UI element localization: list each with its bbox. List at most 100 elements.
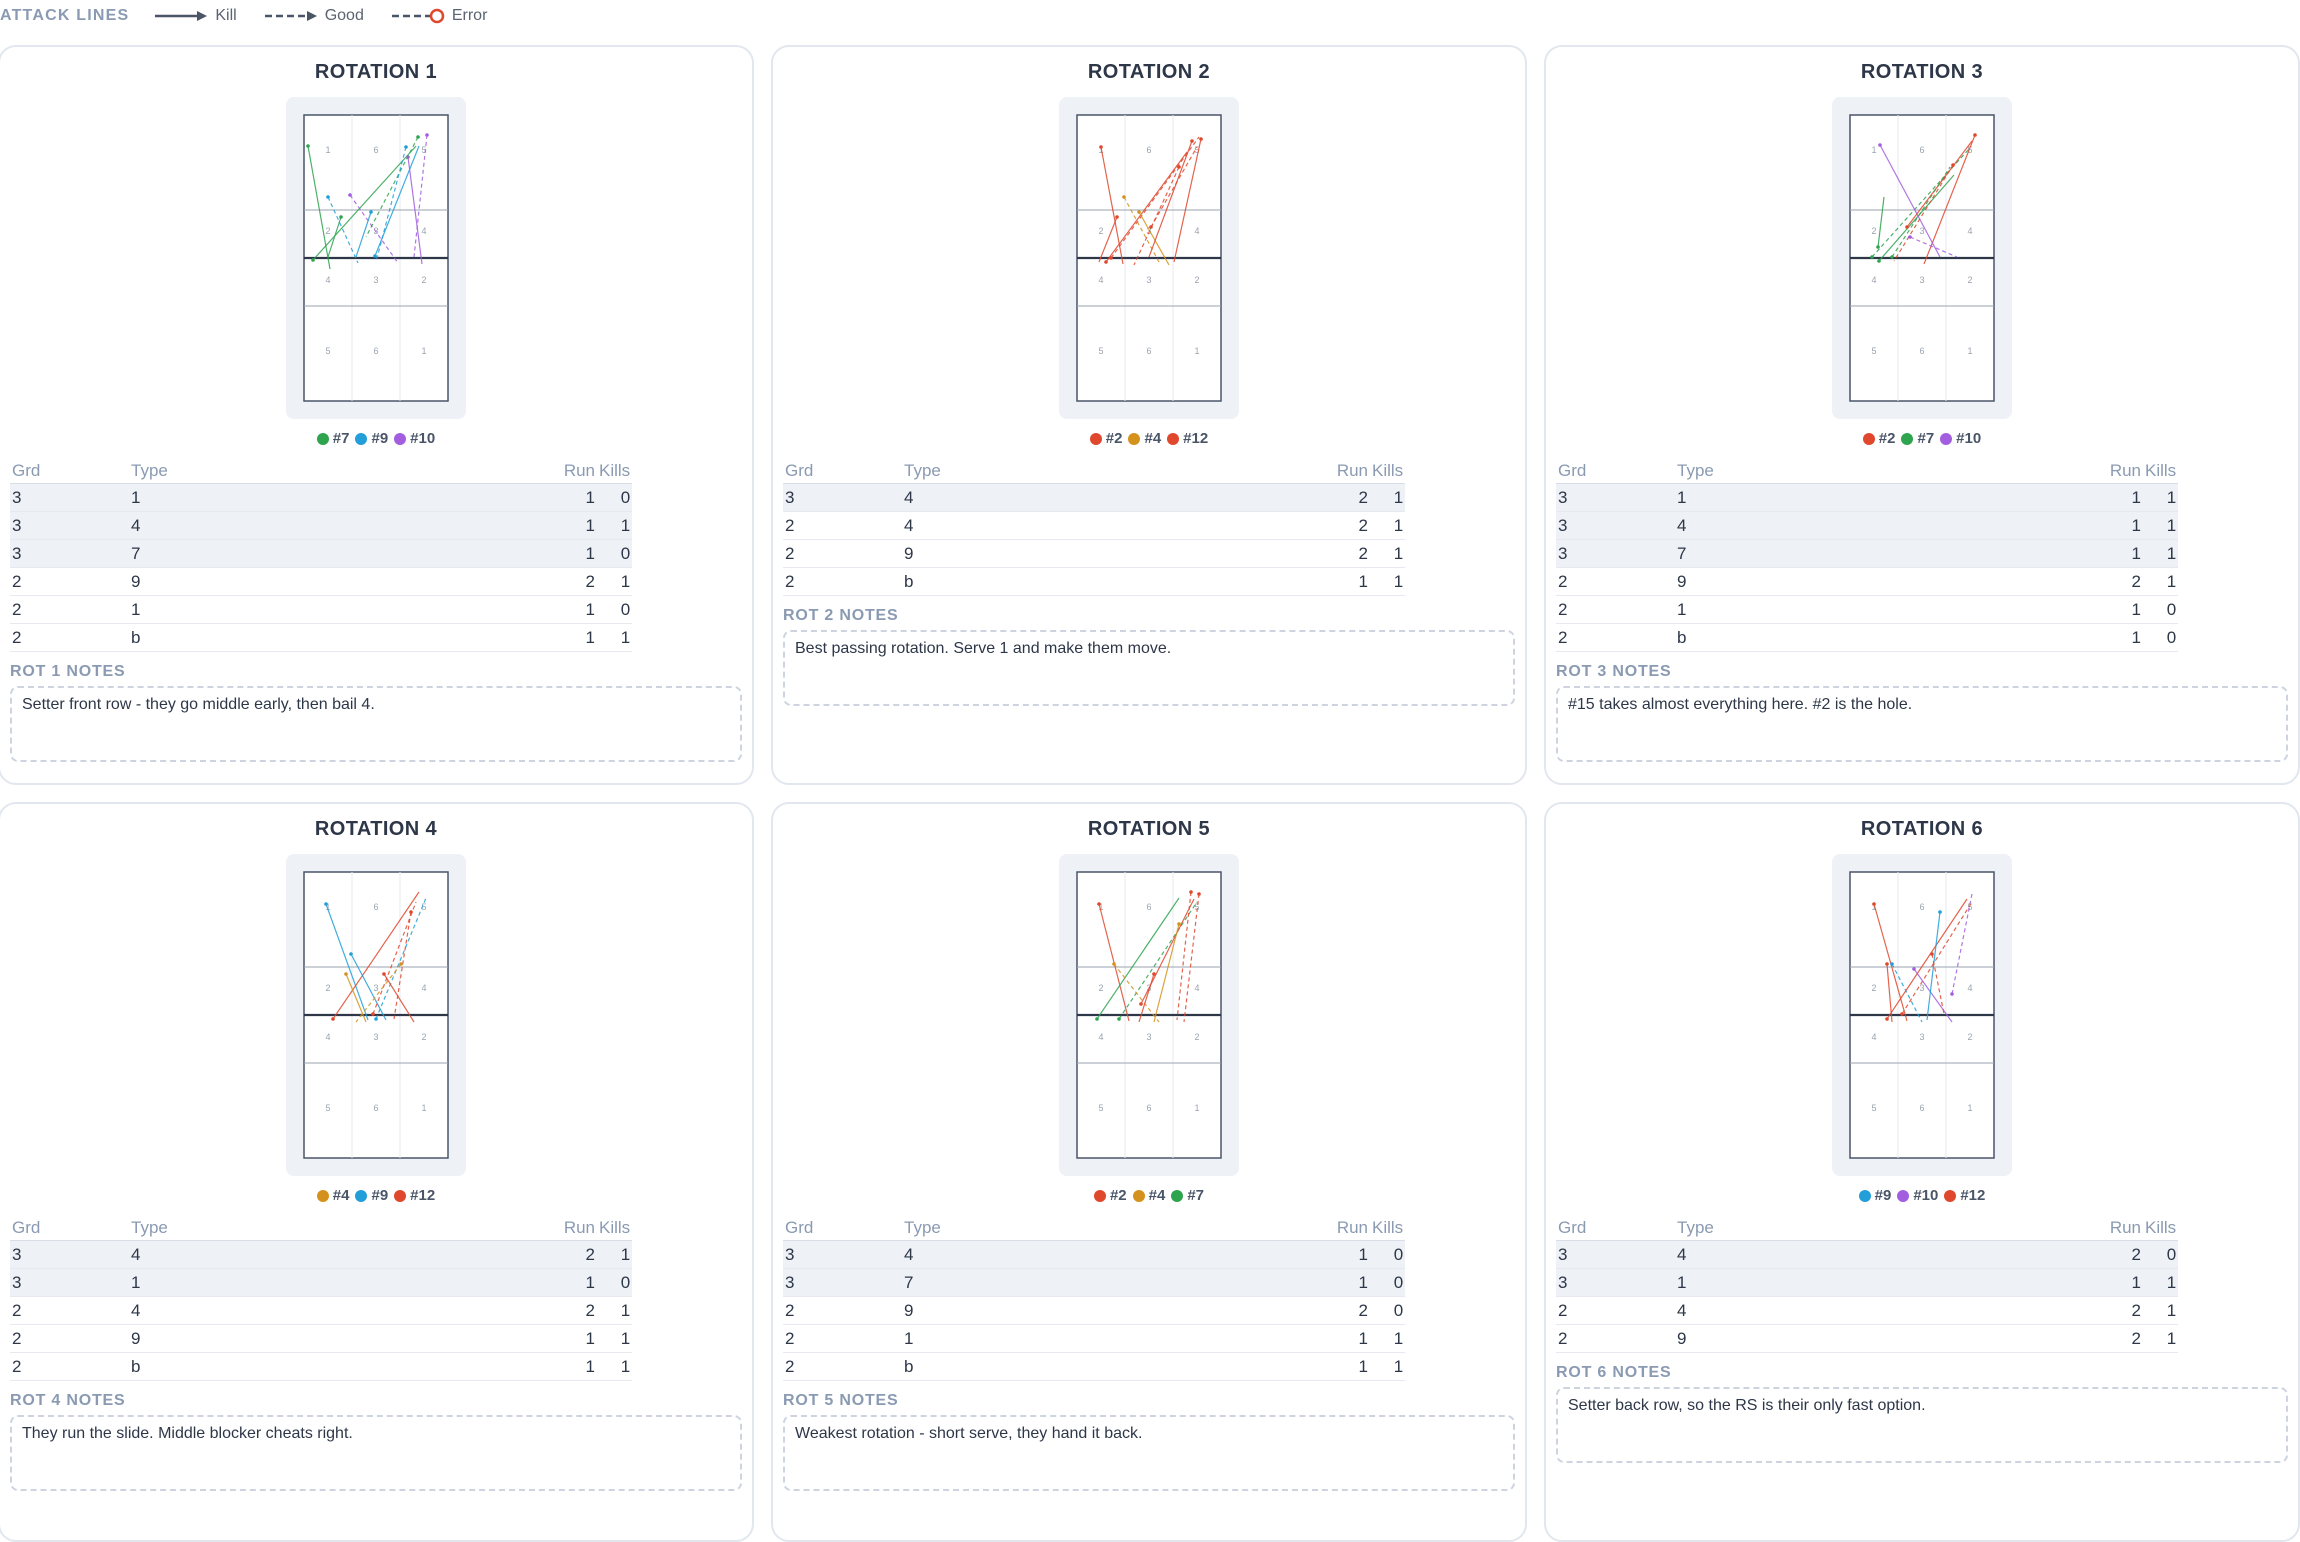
attack-stats-table: Grd Type Run Kills 3 4 2 1 3 1 1 0 2 4 2 1 2 9 1 1 2 b 1 1	[10, 1216, 633, 1381]
attack-origin-dot	[1876, 245, 1880, 249]
notes-textarea[interactable]: Weakest rotation - short serve, they han…	[783, 1415, 1515, 1491]
attack-origin-dot	[311, 258, 315, 262]
cell-kills: 1	[1370, 511, 1406, 540]
court-zone-label: 6	[1919, 1103, 1924, 1113]
notes-textarea[interactable]: They run the slide. Middle blocker cheat…	[10, 1415, 742, 1491]
court-zone-label: 1	[421, 346, 426, 356]
attack-line-good	[1110, 136, 1200, 259]
attack-origin-dot	[344, 972, 348, 976]
cell-kills: 1	[1370, 567, 1406, 596]
notes-textarea[interactable]: Setter front row - they go middle early,…	[10, 686, 742, 762]
player-chip: #9	[355, 1187, 388, 1204]
attack-origin-dot	[1890, 255, 1894, 259]
player-color-dot	[1897, 1189, 1910, 1202]
player-color-dot	[1862, 432, 1875, 445]
attack-origin-dot	[1099, 145, 1103, 149]
notes-textarea[interactable]: #15 takes almost everything here. #2 is …	[1556, 686, 2288, 762]
player-color-dot	[1858, 1189, 1871, 1202]
court-zone-label: 2	[421, 275, 426, 285]
player-color-dot	[1944, 1189, 1957, 1202]
cell-type: 4	[902, 1240, 1206, 1269]
cell-run: 1	[1206, 1268, 1370, 1297]
column-header-type: Type	[129, 1216, 433, 1241]
court-zone-label: 4	[1871, 1032, 1876, 1042]
court-zone-label: 3	[1146, 275, 1151, 285]
court-zone-label: 5	[1871, 1103, 1876, 1113]
column-header-run: Run	[1979, 1216, 2143, 1241]
cell-type: 1	[1675, 1268, 1979, 1297]
player-label: #12	[1183, 430, 1209, 447]
court-zone-label: 2	[325, 983, 330, 993]
court-zone-label: 4	[421, 983, 426, 993]
notes-textarea[interactable]: Setter back row, so the RS is their only…	[1556, 1387, 2288, 1463]
column-header-run: Run	[433, 1216, 597, 1241]
cell-grd: 2	[10, 623, 129, 652]
player-key: #2 #4 #12	[773, 430, 1525, 449]
player-key: #2 #7 #10	[1546, 430, 2298, 449]
cell-grd: 3	[10, 539, 129, 568]
player-color-dot	[316, 1189, 329, 1202]
player-chip: #4	[316, 1187, 350, 1204]
notes-textarea[interactable]: Best passing rotation. Serve 1 and make …	[783, 630, 1515, 706]
court-zone-label: 2	[1871, 983, 1876, 993]
cell-kills: 0	[1370, 1268, 1406, 1297]
court-zone-label: 3	[373, 983, 378, 993]
cell-grd: 3	[10, 1268, 129, 1297]
notes-title: ROT 4 NOTES	[10, 1392, 126, 1409]
player-color-dot	[316, 432, 329, 445]
court-zone-label: 2	[1194, 275, 1199, 285]
player-label: #2	[1109, 1187, 1127, 1204]
court-zone-label: 6	[373, 145, 378, 155]
attack-origin-dot	[1112, 962, 1116, 966]
notes-title: ROT 6 NOTES	[1556, 1364, 1672, 1381]
attack-lines-legend: ATTACK LINES Kill Good Error	[0, 4, 513, 28]
attack-origin-dot	[1878, 143, 1882, 147]
player-key: #9 #10 #12	[1546, 1187, 2298, 1206]
attack-origin-dot	[1177, 922, 1181, 926]
cell-kills: 1	[2143, 1296, 2179, 1325]
player-label: #4	[332, 1187, 350, 1204]
cell-type: 9	[1675, 1324, 1979, 1353]
attack-origin-dot	[1900, 1012, 1904, 1016]
court-zone-label: 5	[1194, 902, 1199, 912]
column-header-grd: Grd	[783, 459, 902, 484]
cell-grd: 2	[783, 511, 902, 540]
cell-grd: 2	[10, 595, 129, 624]
cell-run: 2	[1206, 1296, 1370, 1325]
attack-origin-dot	[373, 254, 377, 258]
court-zone-label: 3	[1146, 1032, 1151, 1042]
attack-origin-dot	[1122, 195, 1126, 199]
court-zone-label: 2	[325, 226, 330, 236]
cell-grd: 2	[783, 1352, 902, 1381]
cell-kills: 1	[2143, 483, 2179, 512]
court-zone-label: 6	[1919, 145, 1924, 155]
cell-grd: 3	[1556, 483, 1675, 512]
rotation-card: ROTATION 3 1 6 5 2 3 4 4 3 2 5 6 1 #2 #7 #10 Grd Type Run K…	[1544, 45, 2300, 785]
court-zone-label: 5	[1098, 1103, 1103, 1113]
cell-grd: 2	[783, 539, 902, 568]
cell-grd: 2	[10, 567, 129, 596]
attack-line-kill	[1153, 923, 1180, 1023]
cell-grd: 3	[783, 1240, 902, 1269]
column-header-run: Run	[1206, 459, 1370, 484]
attack-stats-table: Grd Type Run Kills 3 4 2 1 2 4 2 1 2 9 2 1 2 b 1 1	[783, 459, 1406, 596]
court-zone-label: 3	[1919, 226, 1924, 236]
attack-origin-dot	[326, 195, 330, 199]
player-label: #10	[1956, 430, 1982, 447]
player-label: #7	[1917, 430, 1935, 447]
cell-type: 1	[1675, 483, 1979, 512]
player-chip: #12	[1167, 430, 1208, 447]
attack-line-kill	[307, 145, 331, 270]
attack-line-kill	[1877, 196, 1885, 248]
attack-line-good	[365, 136, 419, 238]
court-zone-label: 5	[1967, 902, 1972, 912]
attack-line-good	[1113, 963, 1160, 1023]
